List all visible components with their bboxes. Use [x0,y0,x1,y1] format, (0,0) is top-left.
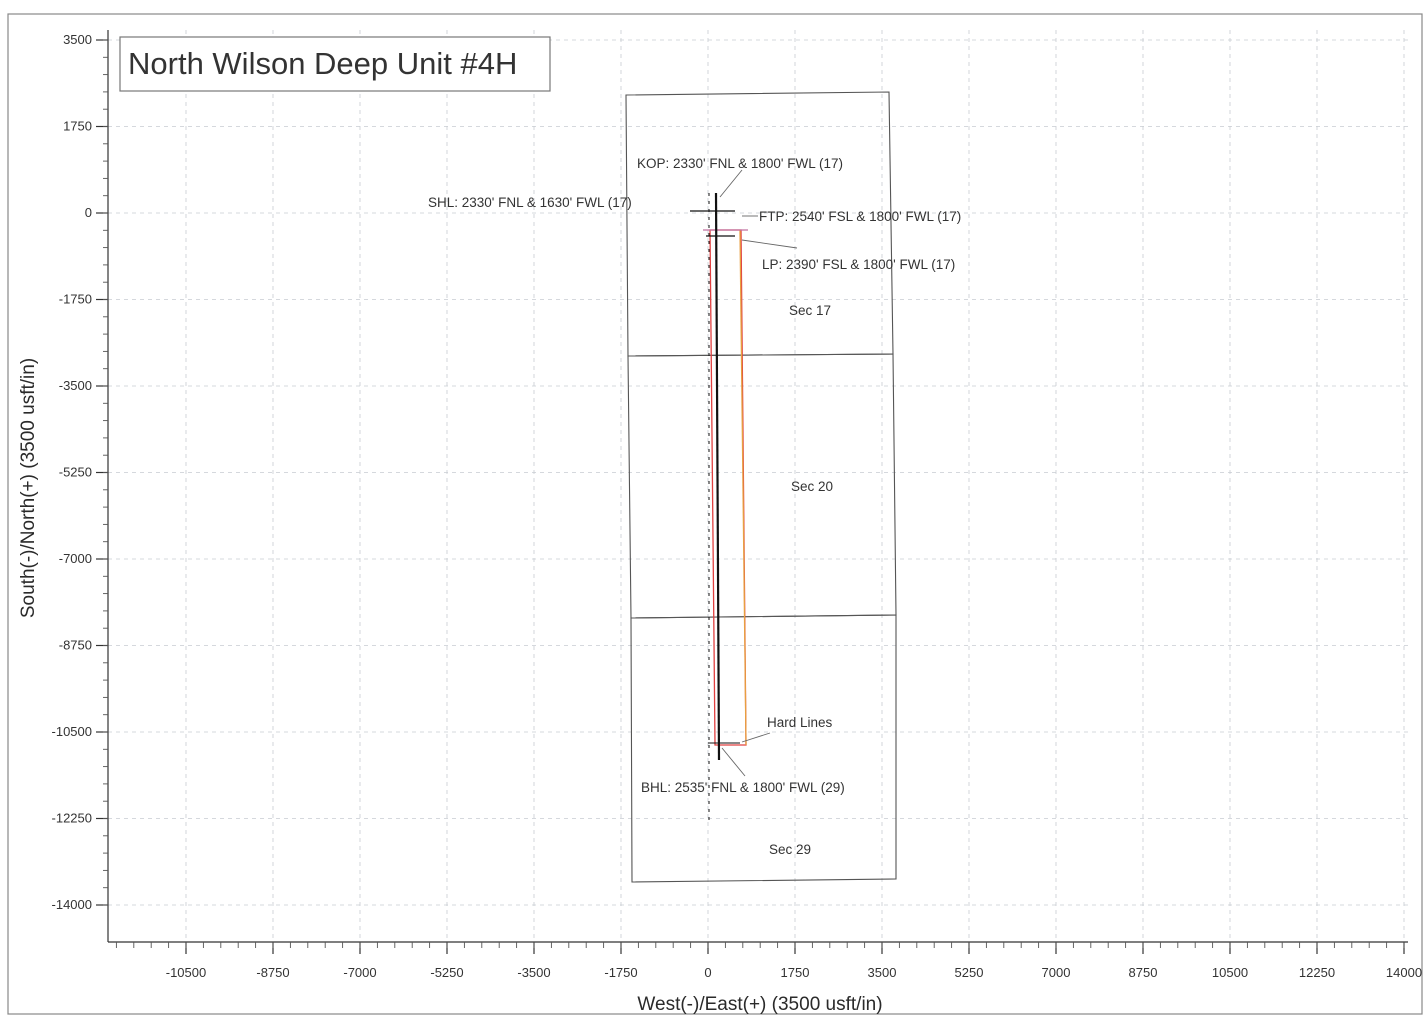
x-tick-label: -10500 [166,965,206,980]
y-axis-ticks: 3500 1750 0 -1750 -3500 -5250 -7000 -8750 -10500… [52,32,108,912]
title-box [119,36,551,92]
x-axis-ticks: -10500 -8750 -7000 -5250 -3500 -1750 0 1750 3500… [115,942,1422,980]
section-29-boundary [630,614,897,883]
x-tick-label: 0 [704,965,711,980]
x-tick-label: -3500 [517,965,550,980]
wellbore-path [690,192,740,820]
y-tick-label: 1750 [63,119,92,134]
section-20-boundary [627,353,897,619]
x-tick-label: -8750 [256,965,289,980]
y-tick-label: -7000 [59,551,92,566]
sec17-label: Sec 17 [789,303,831,318]
y-tick-label: -1750 [59,292,92,307]
y-tick-label: -3500 [59,378,92,393]
x-tick-label: 5250 [955,965,984,980]
shl-label: SHL: 2330' FNL & 1630' FWL (17) [428,195,632,210]
x-tick-label: 3500 [868,965,897,980]
hard-line-orange [739,229,747,746]
y-tick-label: 3500 [63,32,92,47]
x-tick-label: -5250 [430,965,463,980]
x-tick-label: 10500 [1212,965,1248,980]
x-axis-title: West(-)/East(+) (3500 usft/in) [637,994,882,1015]
x-tick-label: 7000 [1042,965,1071,980]
y-tick-label: -14000 [52,897,92,912]
x-tick-label: -7000 [343,965,376,980]
x-tick-label: 8750 [1129,965,1158,980]
bhl-label: BHL: 2535' FNL & 1800' FWL (29) [641,780,845,795]
plot-frame [7,13,1423,1015]
y-tick-label: -12250 [52,811,92,826]
ftp-label: FTP: 2540' FSL & 1800' FWL (17) [759,209,961,224]
hard-lines-label: Hard Lines [767,715,833,730]
y-tick-label: -5250 [59,465,92,480]
sec29-label: Sec 29 [769,842,811,857]
x-tick-label: 12250 [1299,965,1335,980]
x-tick-label: 14000 [1386,965,1422,980]
plot-title: North Wilson Deep Unit #4H [128,46,517,81]
y-tick-label: -8750 [59,638,92,653]
y-tick-label: 0 [85,205,92,220]
section-boundaries [625,91,897,883]
x-tick-label: 1750 [781,965,810,980]
annotation-leaders [719,169,798,777]
x-tick-label: -1750 [604,965,637,980]
sec20-label: Sec 20 [791,479,833,494]
kop-label: KOP: 2330' FNL & 1800' FWL (17) [637,156,843,171]
hard-lines [703,229,748,746]
y-tick-label: -10500 [52,724,92,739]
lp-label: LP: 2390' FSL & 1800' FWL (17) [762,257,955,272]
grid-lines [108,30,1408,942]
section-17-boundary [625,91,894,357]
y-axis-title: South(-)/North(+) (3500 usft/in) [18,358,39,618]
